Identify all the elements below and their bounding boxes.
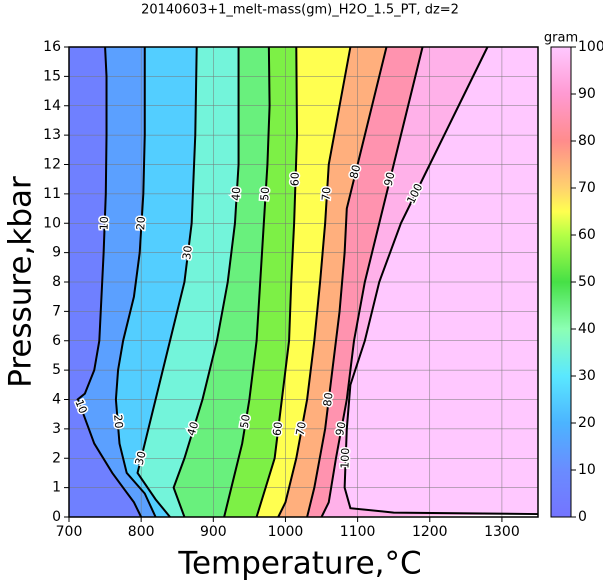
colorbar-tick-label: 20	[578, 415, 596, 431]
contour-label: 40	[185, 420, 202, 437]
colorbar-tick-label: 50	[578, 274, 596, 290]
colorbar-tick-label: 60	[578, 227, 596, 243]
colorbar-tick-label: 10	[578, 462, 596, 478]
colorbar-label: gram	[544, 31, 578, 46]
contour-label: 40	[229, 186, 243, 201]
x-tick-label: 900	[200, 524, 227, 540]
contour-label: 10	[97, 216, 111, 230]
colorbar	[550, 46, 572, 518]
y-tick-label: 0	[52, 509, 61, 525]
colorbar-tick-label: 90	[578, 86, 596, 102]
contour-label: 90	[333, 421, 348, 437]
y-tick-label: 15	[43, 68, 61, 84]
contour-line	[277, 46, 352, 518]
y-axis-label: Pressure,kbar	[3, 176, 39, 388]
contour-label: 70	[320, 186, 334, 201]
y-tick-label: 8	[52, 274, 61, 290]
colorbar-tick-label: 0	[578, 509, 587, 525]
chart-title: 20140603+1_melt-mass(gm)_H2O_1.5_PT, dz=…	[141, 3, 459, 18]
contour-label: 50	[238, 413, 253, 429]
contour-label: 60	[270, 421, 285, 436]
contour-label: 100	[338, 447, 352, 468]
x-tick-label: 1300	[484, 524, 520, 540]
contour-label: 60	[288, 172, 301, 186]
contour-line	[223, 46, 271, 518]
plot-area: 1010202030304040505060607070808090901001…	[68, 46, 539, 518]
contour-label: 90	[382, 171, 398, 188]
contour-line	[76, 46, 143, 518]
y-tick-label: 3	[52, 421, 61, 437]
contour-label: 70	[294, 421, 309, 437]
y-tick-label: 2	[52, 450, 61, 466]
y-tick-label: 9	[52, 245, 61, 261]
contour-label: 20	[111, 414, 125, 429]
y-tick-label: 14	[43, 98, 61, 114]
contour-label: 20	[134, 216, 148, 231]
x-tick-label: 1100	[340, 524, 376, 540]
y-tick-label: 12	[43, 157, 61, 173]
x-tick-label: 700	[56, 524, 83, 540]
contour-line	[343, 46, 539, 516]
contour-line	[306, 46, 388, 518]
y-tick-label: 5	[52, 362, 61, 378]
contour-label: 80	[347, 163, 363, 180]
colorbar-tick-label: 100	[578, 39, 603, 55]
x-tick-label: 1200	[412, 524, 448, 540]
contour-line	[255, 46, 299, 518]
y-tick-label: 13	[43, 127, 61, 143]
y-tick-label: 7	[52, 303, 61, 319]
contour-line	[136, 46, 198, 518]
y-tick-label: 6	[52, 333, 61, 349]
y-tick-label: 10	[43, 215, 61, 231]
contour-line	[172, 47, 240, 518]
x-axis-label: Temperature,°C	[177, 546, 421, 582]
contour-label: 30	[133, 450, 149, 467]
contour-label: 80	[321, 392, 336, 407]
y-tick-label: 11	[43, 186, 61, 202]
y-tick-label: 4	[52, 392, 61, 408]
x-tick-label: 1000	[268, 524, 304, 540]
colorbar-tick-label: 30	[578, 368, 596, 384]
contour-label: 50	[258, 186, 272, 201]
contour-line	[114, 47, 157, 518]
colorbar-tick-label: 40	[578, 321, 596, 337]
contour-label: 30	[180, 245, 195, 260]
x-tick-label: 800	[128, 524, 155, 540]
contour-line	[320, 46, 424, 518]
y-tick-label: 16	[43, 39, 61, 55]
colorbar-tick-label: 80	[578, 133, 596, 149]
colorbar-tick-label: 70	[578, 180, 596, 196]
y-tick-label: 1	[52, 480, 61, 496]
